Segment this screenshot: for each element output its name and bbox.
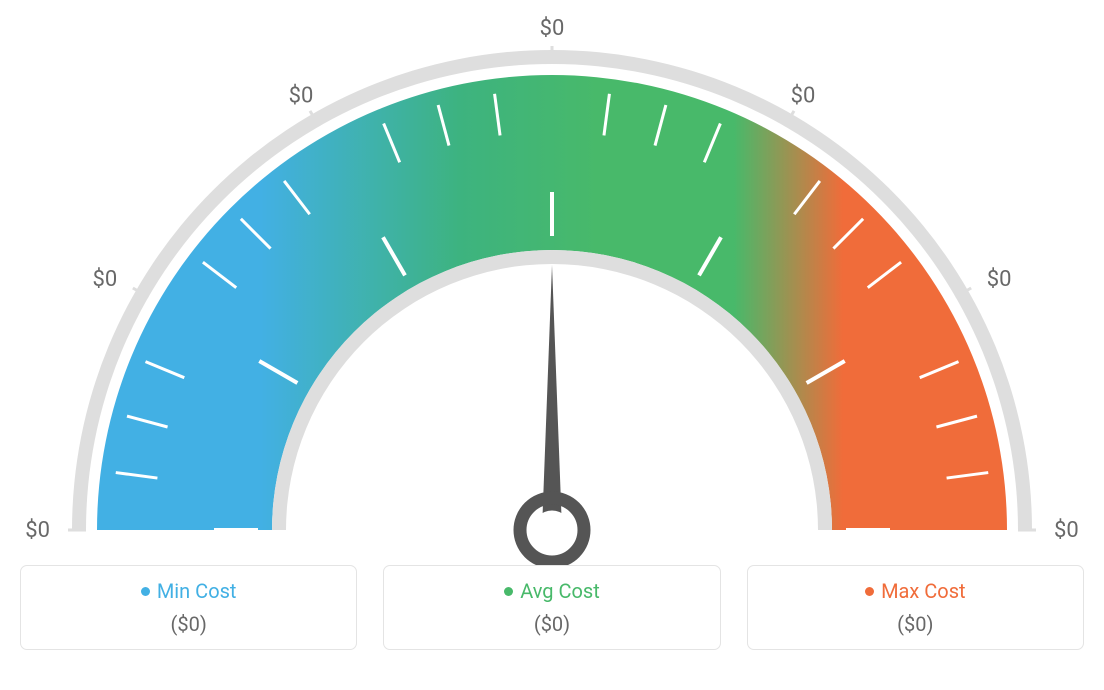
- chart-container: $0 $0 $0 $0 $0 $0 $0 Min Cost ($0) Avg Cost ($…: [0, 0, 1104, 690]
- legend-dot-max: [865, 587, 874, 596]
- legend-value-max: ($0): [758, 612, 1073, 636]
- legend-dot-avg: [504, 587, 513, 596]
- legend-head-min: Min Cost: [141, 579, 237, 603]
- legend-dot-min: [141, 587, 150, 596]
- gauge-svg: $0 $0 $0 $0 $0 $0 $0: [20, 10, 1084, 565]
- legend-label-avg: Avg Cost: [520, 579, 600, 603]
- legend-card-max: Max Cost ($0): [747, 565, 1084, 650]
- svg-text:$0: $0: [540, 16, 565, 41]
- legend-row: Min Cost ($0) Avg Cost ($0) Max Cost ($0…: [20, 565, 1084, 650]
- legend-head-max: Max Cost: [865, 579, 966, 603]
- svg-text:$0: $0: [25, 518, 50, 543]
- legend-card-min: Min Cost ($0): [20, 565, 357, 650]
- legend-value-avg: ($0): [394, 612, 709, 636]
- legend-label-max: Max Cost: [881, 579, 966, 603]
- svg-text:$0: $0: [987, 267, 1012, 292]
- svg-text:$0: $0: [93, 267, 118, 292]
- legend-head-avg: Avg Cost: [504, 579, 600, 603]
- legend-label-min: Min Cost: [157, 579, 237, 603]
- gauge-area: $0 $0 $0 $0 $0 $0 $0: [20, 10, 1084, 565]
- svg-text:$0: $0: [1054, 518, 1079, 543]
- legend-card-avg: Avg Cost ($0): [383, 565, 720, 650]
- legend-value-min: ($0): [31, 612, 346, 636]
- svg-text:$0: $0: [289, 83, 314, 108]
- svg-text:$0: $0: [791, 83, 816, 108]
